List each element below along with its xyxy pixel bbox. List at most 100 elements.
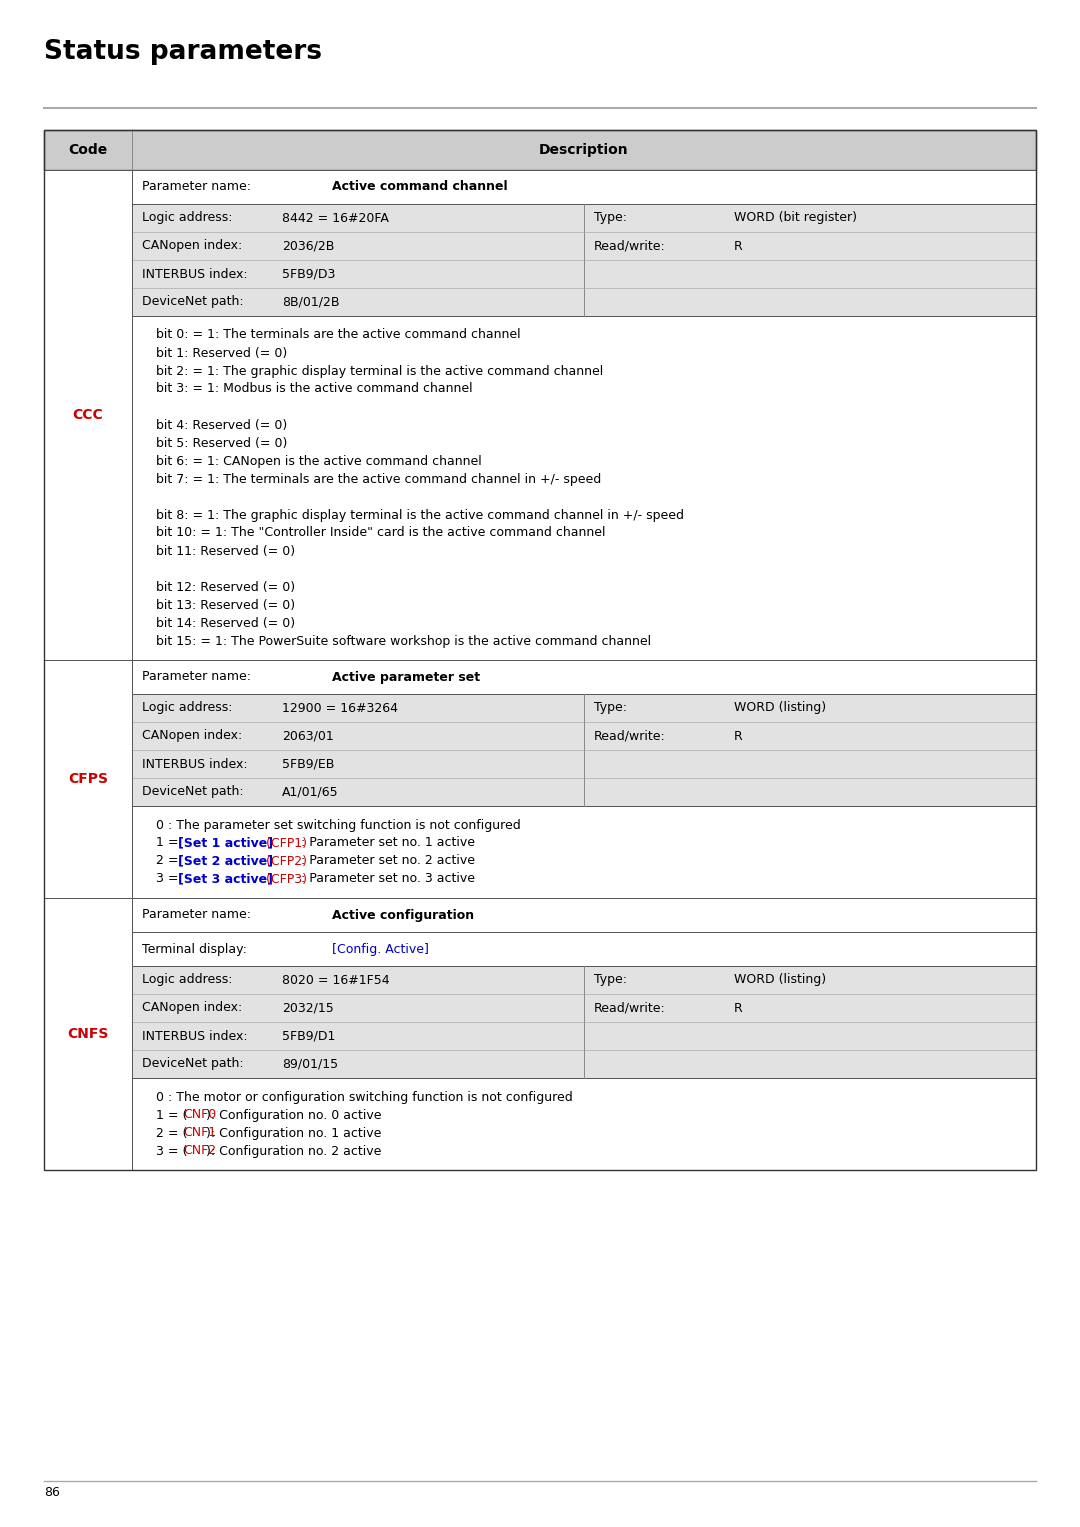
Text: bit 12: Reserved (= 0): bit 12: Reserved (= 0) <box>156 580 295 594</box>
Text: bit 15: = 1: The PowerSuite software workshop is the active command channel: bit 15: = 1: The PowerSuite software wor… <box>156 635 651 647</box>
Text: 1 =: 1 = <box>156 837 183 849</box>
Bar <box>44 205 1036 316</box>
Bar <box>44 130 1036 169</box>
Text: [Set 3 active]: [Set 3 active] <box>178 872 273 886</box>
Text: 8020 = 16#1F54: 8020 = 16#1F54 <box>282 974 390 986</box>
Bar <box>44 169 1036 205</box>
Text: 0 : The parameter set switching function is not configured: 0 : The parameter set switching function… <box>156 818 521 832</box>
Text: (CFP3): (CFP3) <box>262 872 307 886</box>
Text: bit 8: = 1: The graphic display terminal is the active command channel in +/- sp: bit 8: = 1: The graphic display terminal… <box>156 508 684 522</box>
Text: 2063/01: 2063/01 <box>282 730 334 742</box>
Text: Read/write:: Read/write: <box>594 730 665 742</box>
Text: 2036/2B: 2036/2B <box>282 240 335 252</box>
Text: (CFP1): (CFP1) <box>262 837 307 849</box>
Bar <box>44 316 1036 660</box>
Text: Read/write:: Read/write: <box>594 1002 665 1014</box>
Bar <box>44 898 132 1170</box>
Text: Parameter name:: Parameter name: <box>141 180 251 194</box>
Text: bit 0: = 1: The terminals are the active command channel: bit 0: = 1: The terminals are the active… <box>156 328 521 342</box>
Text: CNF0: CNF0 <box>184 1109 217 1121</box>
Text: ): Configuration no. 0 active: ): Configuration no. 0 active <box>206 1109 381 1121</box>
Text: ): Configuration no. 1 active: ): Configuration no. 1 active <box>206 1127 381 1139</box>
Bar <box>44 1078 1036 1170</box>
Text: ): Configuration no. 2 active: ): Configuration no. 2 active <box>206 1145 381 1157</box>
Text: INTERBUS index:: INTERBUS index: <box>141 267 247 281</box>
Text: INTERBUS index:: INTERBUS index: <box>141 757 247 771</box>
Text: bit 5: Reserved (= 0): bit 5: Reserved (= 0) <box>156 437 287 449</box>
Text: Active parameter set: Active parameter set <box>332 670 481 684</box>
Text: WORD (bit register): WORD (bit register) <box>734 212 858 224</box>
Text: bit 7: = 1: The terminals are the active command channel in +/- speed: bit 7: = 1: The terminals are the active… <box>156 472 602 486</box>
Text: 5FB9/D3: 5FB9/D3 <box>282 267 336 281</box>
Text: DeviceNet path:: DeviceNet path: <box>141 785 244 799</box>
Text: 3 = (: 3 = ( <box>156 1145 187 1157</box>
Text: R: R <box>734 730 743 742</box>
Text: WORD (listing): WORD (listing) <box>734 701 826 715</box>
Bar <box>44 169 132 660</box>
Text: bit 3: = 1: Modbus is the active command channel: bit 3: = 1: Modbus is the active command… <box>156 382 473 395</box>
Text: Terminal display:: Terminal display: <box>141 942 247 956</box>
Text: CNFS: CNFS <box>67 1028 109 1041</box>
Text: bit 6: = 1: CANopen is the active command channel: bit 6: = 1: CANopen is the active comman… <box>156 455 482 467</box>
Text: 8442 = 16#20FA: 8442 = 16#20FA <box>282 212 389 224</box>
Text: DeviceNet path:: DeviceNet path: <box>141 296 244 308</box>
Text: : Parameter set no. 2 active: : Parameter set no. 2 active <box>301 855 475 867</box>
Text: Type:: Type: <box>594 974 627 986</box>
Text: bit 10: = 1: The "Controller Inside" card is the active command channel: bit 10: = 1: The "Controller Inside" car… <box>156 527 606 539</box>
Text: CCC: CCC <box>72 408 104 421</box>
Bar <box>44 660 1036 693</box>
Text: 8B/01/2B: 8B/01/2B <box>282 296 339 308</box>
Text: bit 13: Reserved (= 0): bit 13: Reserved (= 0) <box>156 599 295 611</box>
Text: 12900 = 16#3264: 12900 = 16#3264 <box>282 701 399 715</box>
Text: (CFP2): (CFP2) <box>262 855 307 867</box>
Text: CANopen index:: CANopen index: <box>141 730 242 742</box>
Text: Parameter name:: Parameter name: <box>141 670 251 684</box>
Text: 0 : The motor or configuration switching function is not configured: 0 : The motor or configuration switching… <box>156 1090 572 1104</box>
Text: CFPS: CFPS <box>68 773 108 786</box>
Text: Read/write:: Read/write: <box>594 240 665 252</box>
Text: DeviceNet path:: DeviceNet path: <box>141 1058 244 1070</box>
Text: Active configuration: Active configuration <box>332 909 474 921</box>
Text: bit 14: Reserved (= 0): bit 14: Reserved (= 0) <box>156 617 295 629</box>
Text: Active command channel: Active command channel <box>332 180 508 194</box>
Text: CNF1: CNF1 <box>184 1127 217 1139</box>
Text: R: R <box>734 240 743 252</box>
Text: bit 4: Reserved (= 0): bit 4: Reserved (= 0) <box>156 418 287 432</box>
Text: 1 = (: 1 = ( <box>156 1109 187 1121</box>
Text: CANopen index:: CANopen index: <box>141 240 242 252</box>
Bar <box>44 660 132 898</box>
Bar <box>44 693 1036 806</box>
Text: [Set 1 active]: [Set 1 active] <box>178 837 273 849</box>
Text: CNF2: CNF2 <box>184 1145 217 1157</box>
Text: Logic address:: Logic address: <box>141 701 232 715</box>
Text: 2032/15: 2032/15 <box>282 1002 334 1014</box>
Text: 3 =: 3 = <box>156 872 183 886</box>
Text: 86: 86 <box>44 1486 59 1500</box>
Text: Parameter name:: Parameter name: <box>141 909 251 921</box>
Text: WORD (listing): WORD (listing) <box>734 974 826 986</box>
Text: bit 11: Reserved (= 0): bit 11: Reserved (= 0) <box>156 545 295 557</box>
Text: A1/01/65: A1/01/65 <box>282 785 339 799</box>
Text: Description: Description <box>539 144 629 157</box>
Bar <box>44 931 1036 967</box>
Text: Status parameters: Status parameters <box>44 40 322 66</box>
Text: bit 1: Reserved (= 0): bit 1: Reserved (= 0) <box>156 347 287 359</box>
Text: 5FB9/EB: 5FB9/EB <box>282 757 335 771</box>
Text: INTERBUS index:: INTERBUS index: <box>141 1029 247 1043</box>
Bar <box>44 898 1036 931</box>
Text: Logic address:: Logic address: <box>141 974 232 986</box>
Text: Logic address:: Logic address: <box>141 212 232 224</box>
Text: R: R <box>734 1002 743 1014</box>
Text: : Parameter set no. 3 active: : Parameter set no. 3 active <box>301 872 475 886</box>
Text: Type:: Type: <box>594 701 627 715</box>
Bar <box>44 967 1036 1078</box>
Text: CANopen index:: CANopen index: <box>141 1002 242 1014</box>
Text: Code: Code <box>68 144 108 157</box>
Text: : Parameter set no. 1 active: : Parameter set no. 1 active <box>301 837 475 849</box>
Text: [Set 2 active]: [Set 2 active] <box>178 855 273 867</box>
Text: 2 = (: 2 = ( <box>156 1127 187 1139</box>
Text: bit 2: = 1: The graphic display terminal is the active command channel: bit 2: = 1: The graphic display terminal… <box>156 365 604 377</box>
Text: 89/01/15: 89/01/15 <box>282 1058 338 1070</box>
Bar <box>44 806 1036 898</box>
Text: 5FB9/D1: 5FB9/D1 <box>282 1029 336 1043</box>
